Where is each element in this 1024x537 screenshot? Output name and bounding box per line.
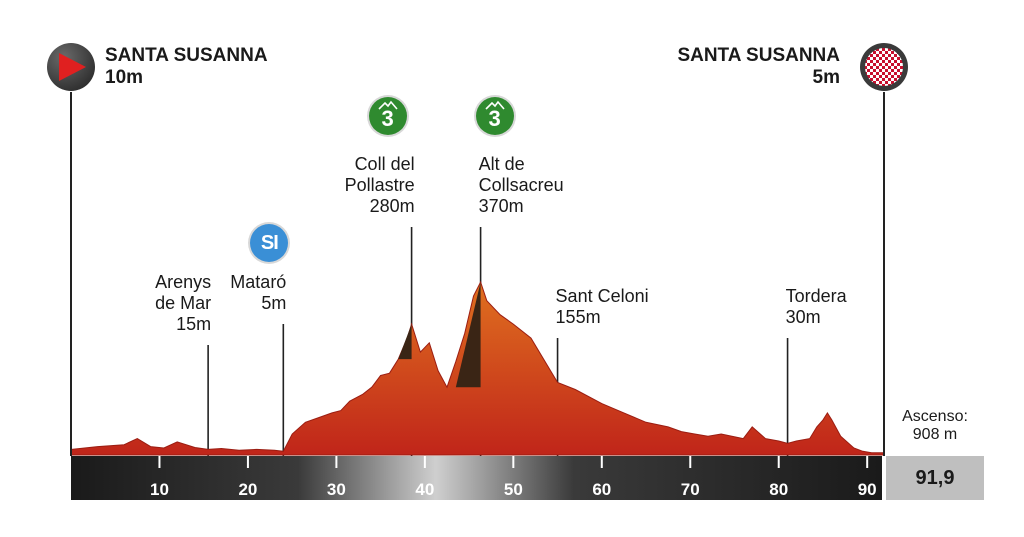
finish-elevation: 5m (812, 67, 840, 88)
distance-axis-bar (71, 456, 882, 500)
waypoint-name: Arenys (155, 272, 212, 292)
climb-gradient-marker (455, 282, 481, 388)
kom-category-label: 3 (381, 106, 394, 131)
waypoint-sant-celoni: Sant Celoni 155m (556, 286, 649, 328)
waypoint-arenys: Arenys de Mar 15m (155, 272, 211, 335)
ascent-summary: Ascenso: 908 m (886, 408, 984, 444)
start-name: SANTA SUSANNA (105, 45, 268, 66)
ascent-value: 908 m (912, 426, 958, 443)
waypoint-name: de Mar (155, 293, 212, 313)
waypoint-elevation: 30m (785, 307, 821, 327)
waypoint-name: Tordera (785, 286, 847, 306)
waypoint-name: Sant Celoni (555, 286, 649, 306)
finish-name: SANTA SUSANNA (677, 45, 840, 66)
mountain-icon (378, 100, 398, 110)
distance-ticks: 10 20 30 40 50 60 70 80 90 (150, 456, 877, 499)
waypoint-name: Collsacreu (478, 175, 564, 195)
finish-label: SANTA SUSANNA 5m (677, 45, 840, 89)
start-label: SANTA SUSANNA 10m (105, 45, 268, 89)
waypoint-coll-pollastre: Coll del Pollastre 280m (345, 154, 415, 217)
kom-category-badge: 3 (368, 97, 407, 135)
kom-category-badge: 3 (475, 97, 514, 135)
tick-label: 10 (150, 480, 169, 499)
start-arrow-icon (59, 53, 86, 81)
tick-label: 70 (681, 480, 700, 499)
total-distance: 91,9 (886, 456, 984, 500)
waypoint-name: Coll del (354, 154, 415, 174)
kom-category-label: 3 (488, 106, 501, 131)
waypoint-elevation: 155m (555, 307, 601, 327)
waypoint-elevation: 280m (369, 196, 415, 216)
waypoint-elevation: 15m (176, 314, 212, 334)
tick-label: 20 (238, 480, 257, 499)
waypoint-name: Pollastre (344, 175, 415, 195)
waypoint-name: Mataró (230, 272, 287, 292)
waypoint-elevation: 370m (478, 196, 524, 216)
waypoint-alt-collsacreu: Alt de Collsacreu 370m (479, 154, 564, 217)
intermediate-sprint-badge: SI (250, 224, 289, 262)
tick-label: 80 (769, 480, 788, 499)
waypoint-tordera: Tordera 30m (786, 286, 847, 328)
start-elevation: 10m (105, 67, 144, 88)
climb-gradient-marker (398, 324, 412, 360)
tick-label: 60 (592, 480, 611, 499)
waypoint-name: Alt de (478, 154, 525, 174)
mountain-icon (485, 100, 505, 110)
tick-label: 50 (504, 480, 523, 499)
tick-label: 40 (415, 480, 434, 499)
climb-markers (398, 282, 481, 388)
tick-label: 90 (858, 480, 877, 499)
ascent-label: Ascenso: (902, 408, 968, 425)
finish-checkered-flag-icon (865, 48, 903, 86)
waypoint-mataro: Mataró 5m (230, 272, 286, 314)
waypoint-elevation: 5m (261, 293, 287, 313)
tick-label: 30 (327, 480, 346, 499)
